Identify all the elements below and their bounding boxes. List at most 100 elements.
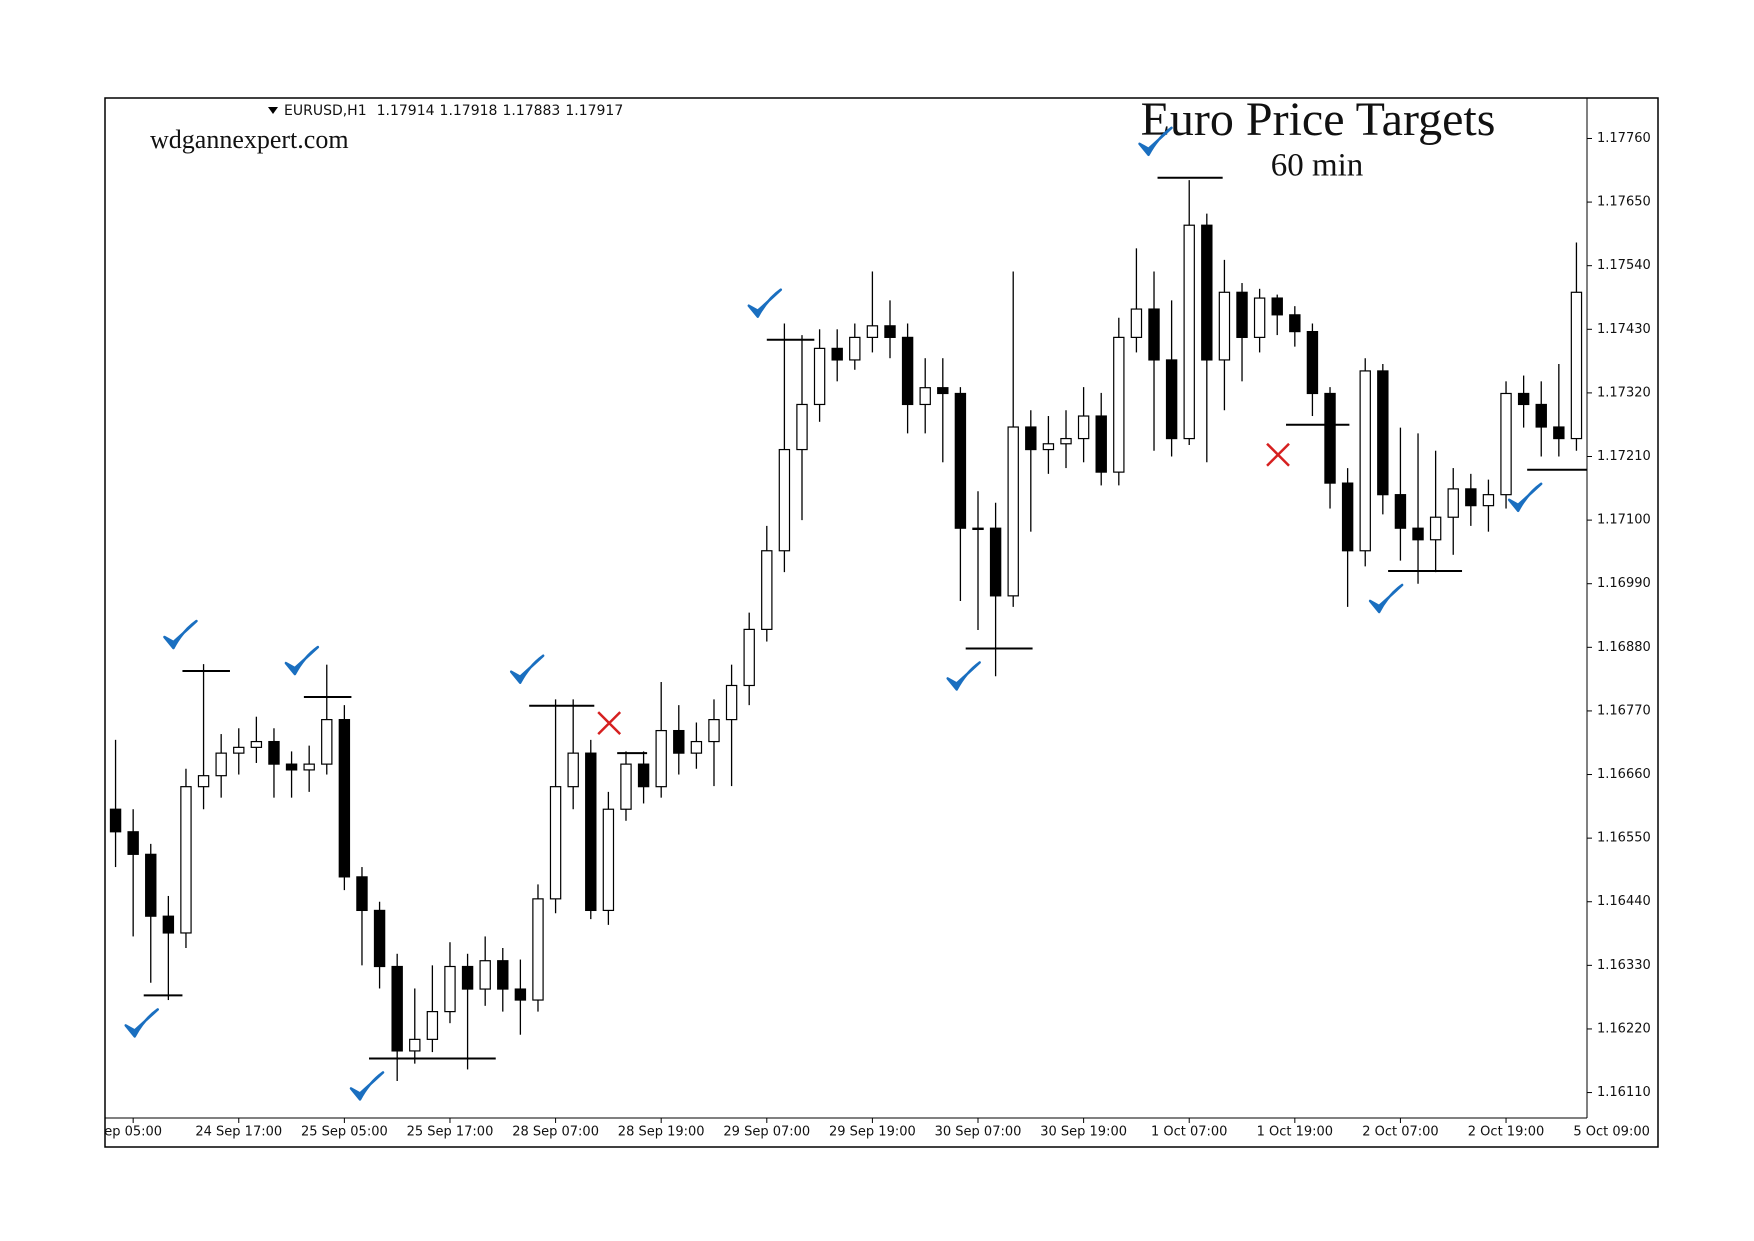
chart-frame xyxy=(104,97,1659,1148)
candle-body xyxy=(1377,370,1389,496)
candle-body xyxy=(585,752,597,912)
candle-body xyxy=(549,786,562,900)
y-tick-label: 1.17760 xyxy=(1597,131,1651,146)
candle-body xyxy=(268,740,280,765)
y-tick-label: 1.16990 xyxy=(1597,576,1651,591)
candle-body xyxy=(1148,308,1160,361)
y-tick-label: 1.16770 xyxy=(1597,703,1651,718)
candle-body xyxy=(514,988,527,1001)
candle-body xyxy=(690,740,703,754)
candle-body xyxy=(1341,482,1354,552)
candle-body xyxy=(1060,437,1072,445)
candle-body xyxy=(1324,392,1336,484)
candle-body xyxy=(919,387,931,406)
candle-body xyxy=(356,876,368,912)
candle-body xyxy=(180,786,192,934)
y-tick-label: 1.16660 xyxy=(1597,767,1651,782)
candle-body xyxy=(1570,291,1583,440)
candle-body xyxy=(954,392,967,529)
y-tick-label: 1.16440 xyxy=(1597,894,1651,909)
x-tick-label: 30 Sep 19:00 xyxy=(1040,1125,1127,1140)
y-tick-label: 1.16880 xyxy=(1597,640,1651,655)
x-tick-label: 29 Sep 19:00 xyxy=(829,1125,916,1140)
y-tick-label: 1.17650 xyxy=(1597,195,1651,210)
candle-body xyxy=(1253,297,1266,338)
candle-body xyxy=(972,527,984,531)
y-tick-label: 1.17210 xyxy=(1597,449,1651,464)
candle-body xyxy=(1183,224,1195,440)
y-tick-label: 1.17430 xyxy=(1597,322,1651,337)
candle-body xyxy=(796,403,808,451)
candle-body xyxy=(567,752,579,788)
symbol: EURUSD,H1 xyxy=(284,103,367,119)
chart-title: Euro Price Targets xyxy=(1141,93,1496,146)
candle-body xyxy=(391,965,403,1052)
candle-body xyxy=(444,965,456,1013)
candle-body xyxy=(989,527,1002,597)
candle-body xyxy=(708,718,720,743)
watermark: wdgannexpert.com xyxy=(150,125,349,154)
y-tick-label: 1.16330 xyxy=(1597,958,1651,973)
candle-body xyxy=(831,347,843,361)
candle-body xyxy=(1465,488,1477,507)
candle-body xyxy=(1306,331,1319,395)
candle-body xyxy=(162,915,175,934)
quote-value: 1.17914 xyxy=(377,103,435,119)
candle-body xyxy=(409,1038,421,1052)
candle-body xyxy=(497,960,509,990)
candle-body xyxy=(813,347,826,406)
symbol-arrow xyxy=(268,107,278,114)
y-tick-label: 1.17100 xyxy=(1597,513,1651,528)
candle-body xyxy=(743,628,755,687)
candle-body xyxy=(233,746,245,754)
candle-body xyxy=(1130,308,1143,338)
candle-body xyxy=(532,898,544,1001)
x-tick-label: 2 Oct 07:00 xyxy=(1362,1125,1438,1140)
candle-body xyxy=(620,763,632,810)
x-tick-label: 25 Sep 05:00 xyxy=(301,1125,388,1140)
check-mark xyxy=(1138,126,1173,157)
y-tick-label: 1.17540 xyxy=(1597,258,1651,273)
candle-body xyxy=(1482,494,1495,507)
y-tick-label: 1.16110 xyxy=(1597,1085,1651,1100)
quote-value: 1.17917 xyxy=(565,103,623,119)
candle-body xyxy=(303,763,315,771)
candle-body xyxy=(1095,415,1107,473)
candle-body xyxy=(1271,297,1283,316)
candle-body xyxy=(1218,291,1231,361)
check-mark xyxy=(1507,482,1543,513)
x-tick-label: 24 Sep 17:00 xyxy=(195,1125,282,1140)
candle-body xyxy=(1042,443,1055,451)
candle-body xyxy=(426,1011,439,1040)
symbol-header: EURUSD,H1 1.17914 1.17918 1.17883 1.17917 xyxy=(284,103,623,119)
x-tick-label: 1 Oct 19:00 xyxy=(1257,1125,1333,1140)
quote-value: 1.17883 xyxy=(502,103,560,119)
x-tick-label: 2 Oct 19:00 xyxy=(1468,1125,1544,1140)
check-mark xyxy=(163,619,198,650)
x-tick-label: 30 Sep 07:00 xyxy=(935,1125,1022,1140)
candle-body xyxy=(1412,527,1424,541)
check-mark xyxy=(946,661,981,691)
candle-body xyxy=(215,752,227,777)
check-mark xyxy=(509,654,545,684)
x-tick-label: 29 Sep 07:00 xyxy=(723,1125,810,1140)
candle-body xyxy=(778,448,791,552)
candle-body xyxy=(1500,392,1512,496)
candle-body xyxy=(1359,370,1371,552)
check-mark xyxy=(349,1071,385,1101)
chart-subtitle: 60 min xyxy=(1271,148,1364,184)
x-tick-label: 25 Sep 17:00 xyxy=(407,1125,494,1140)
candle-body xyxy=(1289,314,1301,333)
candle-body xyxy=(127,831,139,855)
candle-body xyxy=(461,965,474,990)
candle-body xyxy=(1025,426,1037,451)
candle-body xyxy=(479,960,491,990)
candle-body xyxy=(655,729,667,788)
candle-body xyxy=(673,729,685,754)
candle-body xyxy=(1077,415,1090,440)
y-tick-label: 1.16220 xyxy=(1597,1021,1651,1036)
cross-mark xyxy=(1266,442,1290,467)
candle-body xyxy=(1447,488,1459,518)
candle-body xyxy=(937,387,949,395)
x-tick-label: 28 Sep 07:00 xyxy=(512,1125,599,1140)
